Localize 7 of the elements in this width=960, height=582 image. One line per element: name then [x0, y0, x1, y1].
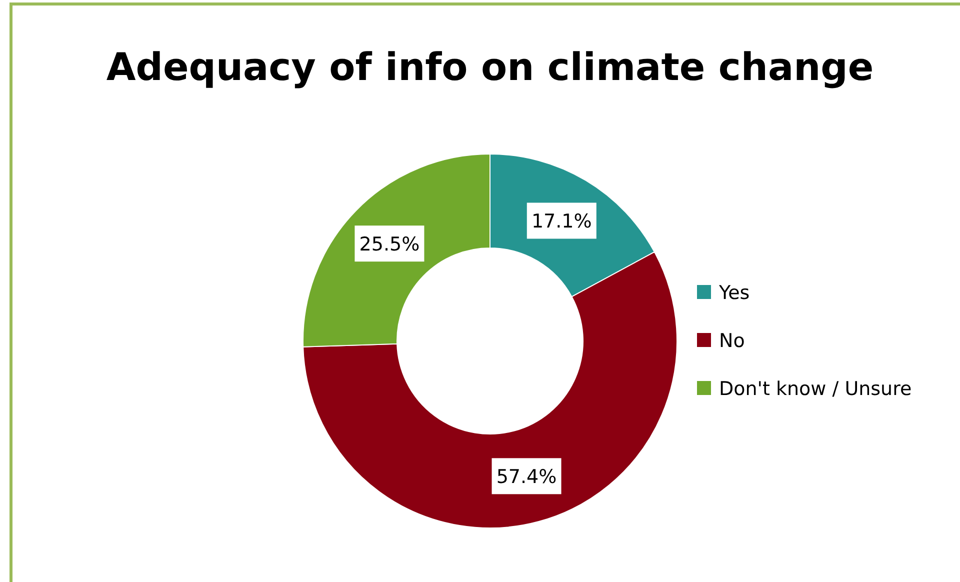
- legend-label: No: [719, 330, 745, 352]
- data-label: 57.4%: [496, 466, 557, 488]
- data-label: 25.5%: [359, 234, 420, 256]
- legend-label: Don't know / Unsure: [719, 378, 912, 400]
- legend-label: Yes: [718, 282, 750, 304]
- data-label: 17.1%: [531, 210, 592, 233]
- chart-title: Adequacy of info on climate change: [106, 45, 874, 89]
